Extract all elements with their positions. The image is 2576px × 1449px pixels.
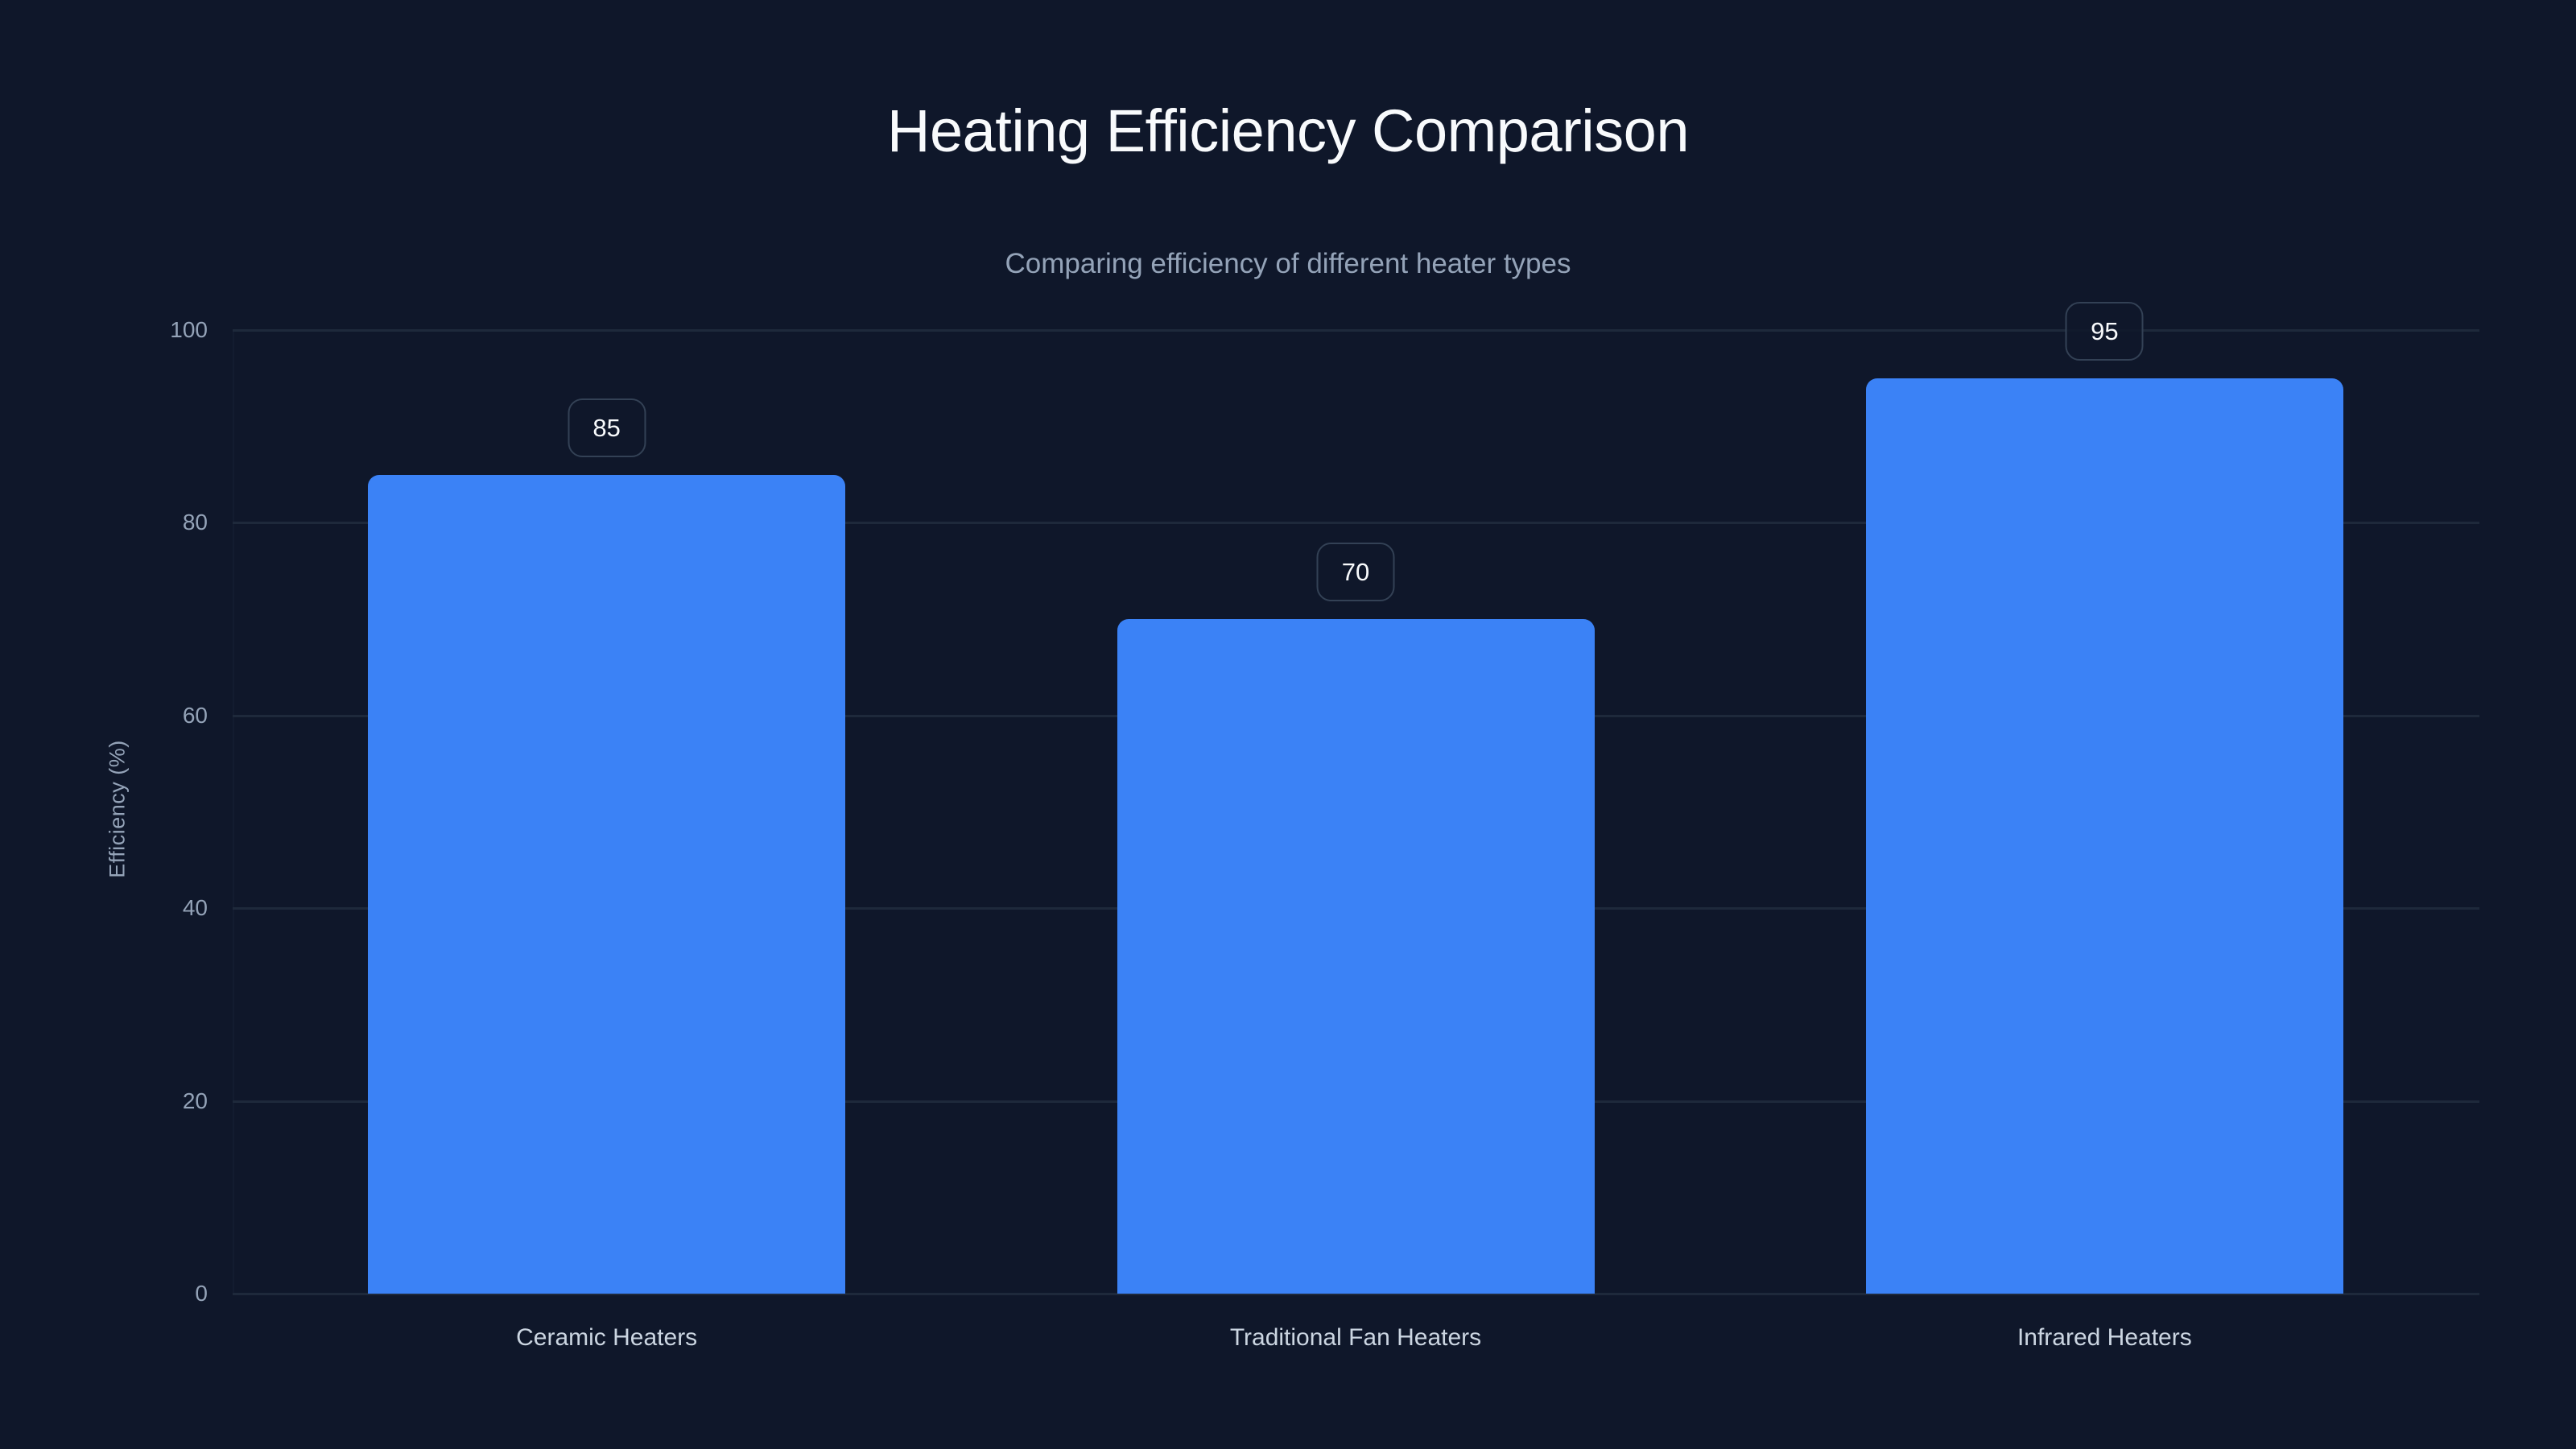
gridline-80 <box>233 522 2479 525</box>
y-tick-40: 40 <box>182 895 208 921</box>
gridline-0 <box>233 1293 2479 1295</box>
y-axis-line <box>233 330 234 1294</box>
y-axis-label: Efficiency (%) <box>105 740 130 878</box>
y-tick-100: 100 <box>170 317 208 342</box>
y-tick-20: 20 <box>182 1088 208 1113</box>
value-label: 85 <box>568 398 646 457</box>
y-tick-0: 0 <box>195 1281 208 1306</box>
x-axis-category-label: Traditional Fan Heaters <box>1229 1324 1482 1351</box>
value-label: 70 <box>1316 543 1395 602</box>
chart-subtitle: Comparing efficiency of different heater… <box>1005 248 1571 279</box>
bar-infrared-heaters[interactable] <box>1865 378 2343 1294</box>
value-label: 95 <box>2065 301 2144 361</box>
y-tick-80: 80 <box>182 510 208 535</box>
bar-traditional-fan-heaters[interactable] <box>1117 619 1595 1294</box>
bar-ceramic-heaters[interactable] <box>368 474 846 1294</box>
x-axis-category-label: Ceramic Heaters <box>516 1324 698 1351</box>
gridline-100 <box>233 329 2479 332</box>
chart-title: Heating Efficiency Comparison <box>887 97 1689 164</box>
y-tick-60: 60 <box>182 702 208 728</box>
x-axis-category-label: Infrared Heaters <box>2017 1324 2192 1351</box>
